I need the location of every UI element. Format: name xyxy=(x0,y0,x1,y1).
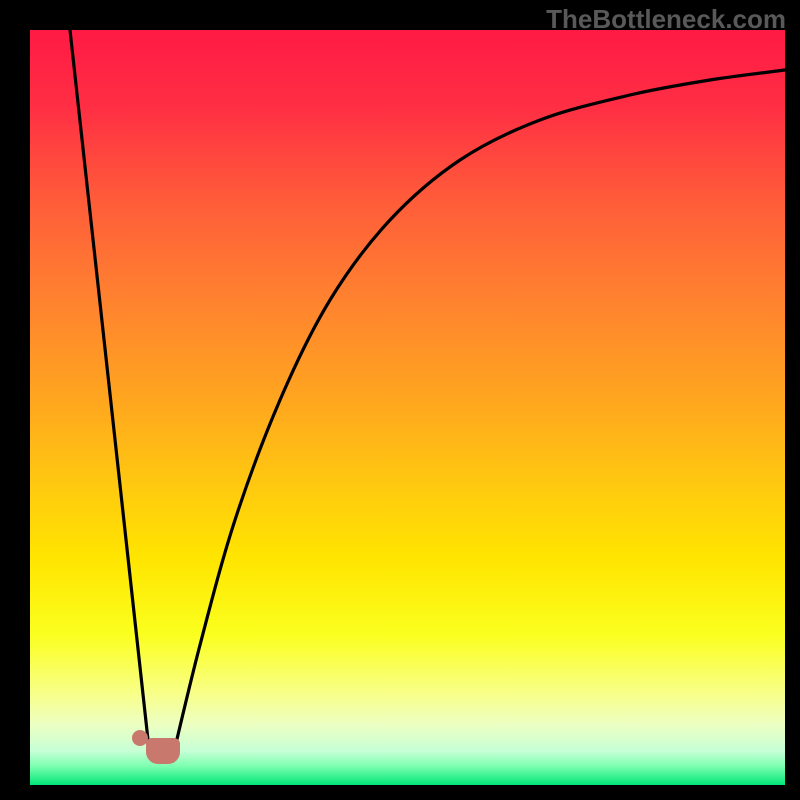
chart-container: TheBottleneck.com xyxy=(0,0,800,800)
marker-blob xyxy=(146,738,180,764)
watermark-text: TheBottleneck.com xyxy=(546,4,786,35)
chart-border xyxy=(0,0,800,800)
